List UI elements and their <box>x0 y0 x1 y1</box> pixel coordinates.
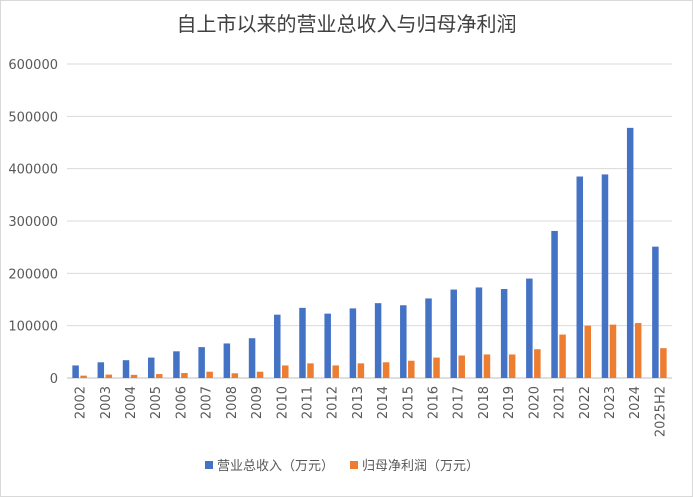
revenue-bar <box>425 298 432 378</box>
y-tick-label: 300000 <box>8 215 58 230</box>
net-profit-bar <box>307 363 314 378</box>
x-tick-label: 2015 <box>401 386 416 419</box>
x-tick-label: 2006 <box>174 386 189 419</box>
x-tick-label: 2016 <box>427 386 442 419</box>
bars <box>72 127 667 378</box>
legend-label-revenue: 营业总收入（万元） <box>217 459 334 474</box>
revenue-bar <box>299 307 306 378</box>
revenue-bar <box>173 351 180 378</box>
net-profit-bar <box>559 334 566 378</box>
net-profit-bar <box>508 354 516 378</box>
revenue-bar <box>122 360 130 378</box>
x-tick-label: 2012 <box>326 386 341 419</box>
net-profit-bar <box>534 349 541 378</box>
net-profit-bar <box>155 374 163 378</box>
net-profit-bar <box>609 324 617 378</box>
revenue-bar <box>223 343 231 378</box>
x-tick-label: 2023 <box>603 386 618 419</box>
revenue-bar <box>400 305 407 378</box>
revenue-bar <box>147 357 155 378</box>
revenue-bar <box>475 287 483 378</box>
y-tick-label: 200000 <box>8 267 58 282</box>
net-profit-bar <box>660 348 667 378</box>
x-tick-label: 2020 <box>527 386 542 419</box>
revenue-bar <box>248 338 256 378</box>
net-profit-bar <box>433 357 440 378</box>
x-tick-label: 2013 <box>351 386 366 419</box>
revenue-bar <box>274 314 281 378</box>
x-tick-label: 2024 <box>628 386 643 419</box>
legend: 营业总收入（万元） 归母净利润（万元） <box>205 459 479 474</box>
x-tick-label: 2008 <box>225 386 240 419</box>
x-tick-label: 2017 <box>452 386 467 419</box>
revenue-bar <box>551 230 558 378</box>
revenue-bar <box>97 362 105 378</box>
x-tick-label: 2022 <box>578 386 593 419</box>
x-tick-label: 2003 <box>99 386 114 419</box>
net-profit-bar <box>584 325 592 378</box>
x-tick-label: 2009 <box>250 386 265 419</box>
revenue-bar <box>198 347 205 378</box>
net-profit-bar <box>80 375 87 378</box>
x-tick-label: 2018 <box>477 386 492 419</box>
x-tick-label: 2002 <box>74 386 89 419</box>
x-tick-label: 2004 <box>124 386 139 419</box>
net-profit-bar <box>282 365 289 378</box>
revenue-bar <box>626 127 634 378</box>
x-tick-label: 2014 <box>376 386 391 419</box>
y-tick-label: 0 <box>50 372 58 387</box>
net-profit-bar <box>181 373 188 378</box>
x-tick-label: 2005 <box>149 386 164 419</box>
revenue-bar <box>601 174 609 378</box>
x-tick-label: 2025H2 <box>653 386 668 437</box>
y-axis: 0 100000 200000 300000 400000 500000 600000 <box>8 58 58 387</box>
revenue-bar <box>374 303 382 378</box>
x-tick-label: 2019 <box>502 386 517 419</box>
revenue-bar <box>72 365 79 378</box>
y-tick-label: 600000 <box>8 58 58 73</box>
y-tick-label: 100000 <box>8 320 58 335</box>
net-profit-bar <box>458 355 465 378</box>
revenue-bar <box>324 313 331 378</box>
chart-title: 自上市以来的营业总收入与归母净利润 <box>176 12 517 36</box>
net-profit-bar <box>130 374 138 378</box>
net-profit-bar <box>357 363 365 378</box>
gridlines <box>67 63 672 379</box>
legend-label-net-profit: 归母净利润（万元） <box>362 459 479 474</box>
legend-swatch-net-profit <box>350 461 358 469</box>
revenue-bar <box>526 278 533 378</box>
x-tick-label: 2007 <box>200 386 215 419</box>
revenue-bar <box>450 289 457 378</box>
legend-swatch-revenue <box>205 461 213 469</box>
net-profit-bar <box>231 373 239 378</box>
revenue-bar <box>576 176 584 378</box>
revenue-bar <box>652 246 659 378</box>
net-profit-bar <box>332 365 339 378</box>
x-tick-label: 2010 <box>275 386 290 419</box>
net-profit-bar <box>256 371 264 378</box>
net-profit-bar <box>206 371 213 378</box>
net-profit-bar <box>382 362 390 378</box>
net-profit-bar <box>483 354 491 378</box>
net-profit-bar <box>105 374 113 378</box>
net-profit-bar <box>408 360 415 378</box>
x-axis: 2002 2003 2004 2005 2006 2007 2008 2009 2010 2011… <box>74 386 669 437</box>
revenue-bar <box>349 308 357 378</box>
net-profit-bar <box>634 323 642 378</box>
y-tick-label: 400000 <box>8 163 58 178</box>
revenue-bar <box>500 289 508 378</box>
y-tick-label: 500000 <box>8 110 58 125</box>
x-tick-label: 2011 <box>300 386 315 419</box>
x-tick-label: 2021 <box>553 386 568 419</box>
